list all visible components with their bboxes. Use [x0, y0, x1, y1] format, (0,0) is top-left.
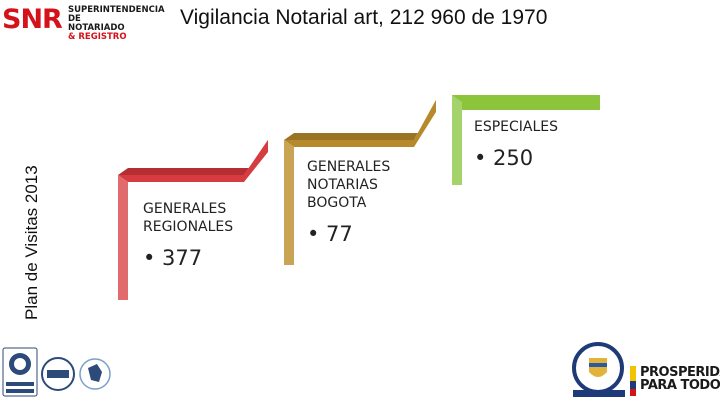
segment-especiales: ESPECIALES • 250 — [474, 118, 558, 170]
segment-label-line: REGIONALES — [143, 219, 234, 235]
iqnet-logo — [41, 357, 75, 391]
segment-value: • 250 — [474, 146, 534, 170]
segment-value: • 77 — [307, 222, 353, 246]
prosperidad-line-2: PARA TODOS — [640, 378, 720, 393]
certification-logos — [2, 347, 111, 397]
step-regionales — [118, 140, 268, 300]
icontec-logo — [2, 347, 38, 397]
snr-logo-line-1: SUPERINTENDENCIA DE — [68, 5, 165, 24]
prosperidad-logo: PROSPERIDAD PARA TODOS — [640, 366, 720, 392]
step-especiales — [452, 95, 600, 185]
colombia-map-seal — [79, 358, 111, 390]
segment-label-line: ESPECIALES — [474, 119, 559, 135]
segment-label-line: GENERALES — [143, 201, 227, 217]
segment-label-line: GENERALES — [307, 159, 391, 175]
step-notarias-bogota — [284, 100, 436, 265]
prosperidad-line-1: PROSPERIDAD — [640, 365, 720, 380]
segment-label-line: NOTARIAS — [307, 177, 378, 193]
slide-title: Vigilancia Notarial art, 212 960 de 1970 — [180, 6, 548, 29]
segment-regionales: GENERALES REGIONALES • 377 — [143, 200, 233, 270]
snr-logo-line-2: NOTARIADO — [68, 23, 125, 33]
snr-logo: SNR SUPERINTENDENCIA DE NOTARIADO & REGI… — [2, 2, 172, 42]
segment-notarias-bogota: GENERALES NOTARIAS BOGOTA • 77 — [307, 158, 390, 246]
snr-logo-line-3: & REGISTRO — [68, 32, 127, 42]
snr-logo-letters: SNR — [2, 4, 63, 35]
segment-label-line: BOGOTA — [307, 195, 367, 211]
escudo-colombia-logo — [572, 342, 625, 397]
snr-logo-text: SUPERINTENDENCIA DE NOTARIADO & REGISTRO — [68, 6, 172, 42]
flag-stripes — [630, 366, 636, 396]
segment-value: • 377 — [143, 246, 203, 270]
